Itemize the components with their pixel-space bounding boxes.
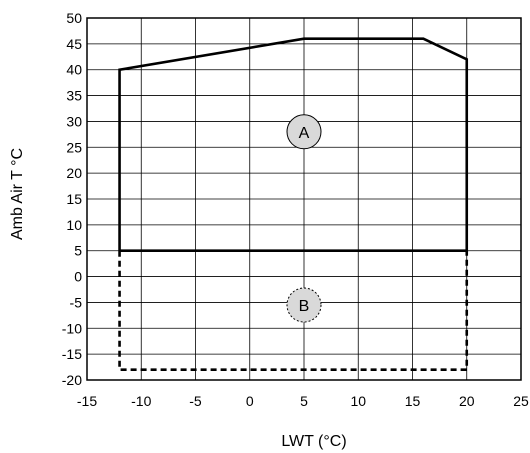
annotation-layer: AB [286,114,322,323]
y-tick-label: 35 [66,88,82,104]
region-b-marker [286,287,322,323]
y-axis-title: Amb Air T °C [9,148,26,240]
region-b-label: B [299,298,310,315]
y-tick-label: 30 [66,113,82,129]
y-tick-label: 45 [66,36,82,52]
y-tick-labels: -20 -15 -10 -5 0 5 10 15 20 25 30 35 40 45 50 [62,10,82,388]
plot-frame [86,17,522,381]
x-tick-label: 10 [350,393,366,409]
x-tick-label: 15 [405,393,421,409]
y-tick-label: 5 [74,243,82,259]
y-tick-label: 20 [66,165,82,181]
x-tick-label: 5 [300,393,308,409]
x-tick-label: -15 [77,393,97,409]
x-axis-title: LWT (°C) [281,433,346,450]
region-a-label: A [299,125,310,142]
y-tick-label: 15 [66,191,82,207]
y-tick-label: -10 [62,320,82,336]
series-layer [118,37,469,371]
x-tick-labels: -15 -10 -5 0 5 10 15 20 25 [77,393,529,409]
y-tick-label: 0 [74,269,82,285]
y-tick-label: -20 [62,372,82,388]
region-a-marker [286,114,322,150]
x-tick-label: 20 [459,393,475,409]
grid-layer [86,17,522,381]
y-tick-label: 25 [66,139,82,155]
envelope-b-dashed-line [118,250,469,371]
x-tick-label: 25 [513,393,529,409]
y-tick-label: 40 [66,62,82,78]
x-tick-label: -5 [189,393,202,409]
x-tick-label: -10 [131,393,151,409]
y-tick-label: -15 [62,346,82,362]
x-tick-label: 0 [246,393,254,409]
y-tick-label: 50 [66,10,82,26]
y-tick-label: 10 [66,217,82,233]
y-tick-label: -5 [70,294,83,310]
